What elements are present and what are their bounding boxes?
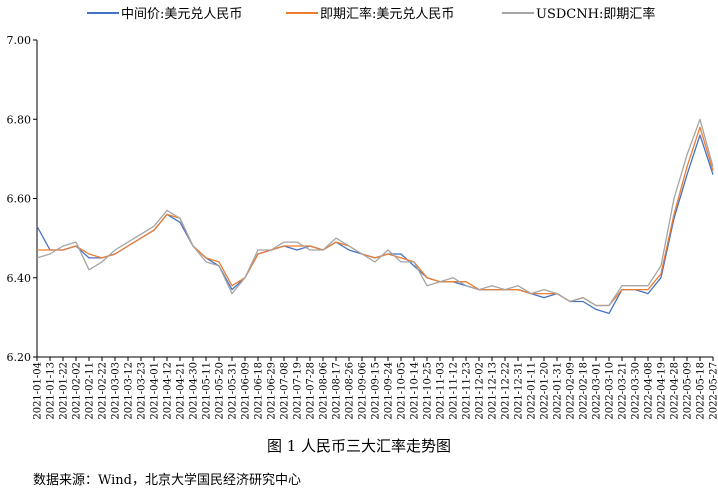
- x-tick-label: 2021-08-06: [319, 362, 330, 420]
- legend-label-2: 即期汇率:美元兑人民币: [320, 6, 454, 22]
- x-tick-label: 2021-07-19: [293, 362, 304, 420]
- x-tick-label: 2021-04-01: [150, 362, 161, 420]
- x-tick-label: 2022-03-01: [592, 362, 603, 420]
- x-tick-label: 2022-05-27: [709, 362, 718, 420]
- series-line-3: [36, 118, 714, 307]
- x-tick-label: 2021-11-12: [449, 362, 460, 420]
- series-line-2: [37, 126, 714, 307]
- data-source-note: 数据来源：Wind，北京大学国民经济研究中心: [33, 473, 301, 488]
- x-tick-label: 2021-08-17: [332, 362, 343, 420]
- x-tick-label: 2022-02-18: [579, 362, 590, 420]
- y-tick-label: 6.20: [7, 351, 32, 364]
- y-tick-label: 6.80: [7, 113, 32, 126]
- x-tick-label: 2021-05-31: [228, 362, 239, 420]
- y-tick-label: 7.00: [7, 34, 32, 47]
- x-tick-label: 2021-03-23: [137, 362, 148, 420]
- x-tick-label: 2021-10-14: [410, 362, 421, 420]
- legend-label-3: USDCNH:即期汇率: [536, 6, 655, 22]
- x-tick-label: 2022-01-11: [527, 362, 538, 420]
- x-tick-label: 2021-09-15: [371, 362, 382, 420]
- x-tick-label: 2021-06-29: [267, 362, 278, 420]
- x-tick-label: 2021-07-08: [280, 362, 291, 420]
- x-tick-label: 2022-03-30: [631, 362, 642, 420]
- x-tick-label: 2021-03-12: [124, 362, 135, 420]
- x-tick-label: 2021-10-05: [397, 362, 408, 420]
- y-tick-label: 6.40: [7, 272, 32, 285]
- x-tick-label: 2021-12-13: [488, 362, 499, 420]
- x-tick-label: 2021-01-13: [46, 362, 57, 420]
- x-tick-label: 2022-03-10: [605, 362, 616, 420]
- x-tick-label: 2022-01-20: [540, 362, 551, 420]
- x-tick-label: 2022-05-09: [683, 362, 694, 420]
- x-tick-label: 2022-03-21: [618, 362, 629, 420]
- x-tick-label: 2021-12-31: [514, 362, 525, 420]
- x-tick-label: 2021-05-20: [215, 362, 226, 420]
- x-tick-label: 2021-02-11: [85, 362, 96, 420]
- x-tick-label: 2022-01-31: [553, 362, 564, 420]
- x-tick-label: 2021-04-30: [189, 362, 200, 420]
- x-tick-label: 2021-04-21: [176, 362, 187, 420]
- x-tick-label: 2022-05-18: [696, 362, 707, 420]
- x-tick-label: 2021-03-03: [111, 362, 122, 420]
- x-tick-label: 2022-04-08: [644, 362, 655, 420]
- x-tick-label: 2021-08-26: [345, 362, 356, 420]
- x-tick-label: 2021-02-22: [98, 362, 109, 420]
- x-tick-label: 2021-11-03: [436, 362, 447, 420]
- figure-caption: 图 1 人民币三大汇率走势图: [266, 437, 452, 455]
- x-tick-label: 2021-06-09: [241, 362, 252, 420]
- legend-label-1: 中间价:美元兑人民币: [121, 7, 242, 22]
- x-tick-label: 2021-12-02: [475, 362, 486, 420]
- x-tick-label: 2021-09-24: [384, 362, 395, 420]
- x-tick-label: 2021-01-04: [33, 362, 44, 420]
- y-tick-label: 6.60: [7, 193, 32, 206]
- x-tick-label: 2022-02-09: [566, 362, 577, 420]
- x-tick-label: 2021-07-28: [306, 362, 317, 420]
- x-tick-label: 2021-09-06: [358, 362, 369, 420]
- x-tick-label: 2021-12-22: [501, 362, 512, 420]
- x-tick-label: 2022-04-19: [657, 362, 668, 420]
- x-tick-label: 2021-06-18: [254, 362, 265, 420]
- series-line-1: [36, 134, 714, 315]
- x-tick-label: 2021-01-22: [59, 362, 70, 420]
- x-tick-label: 2021-10-25: [423, 362, 434, 420]
- x-tick-label: 2021-02-02: [72, 362, 83, 420]
- x-tick-label: 2021-05-11: [202, 362, 213, 420]
- x-tick-label: 2021-04-12: [163, 362, 174, 420]
- x-tick-label: 2021-11-23: [462, 362, 473, 420]
- x-tick-label: 2022-04-28: [670, 362, 681, 420]
